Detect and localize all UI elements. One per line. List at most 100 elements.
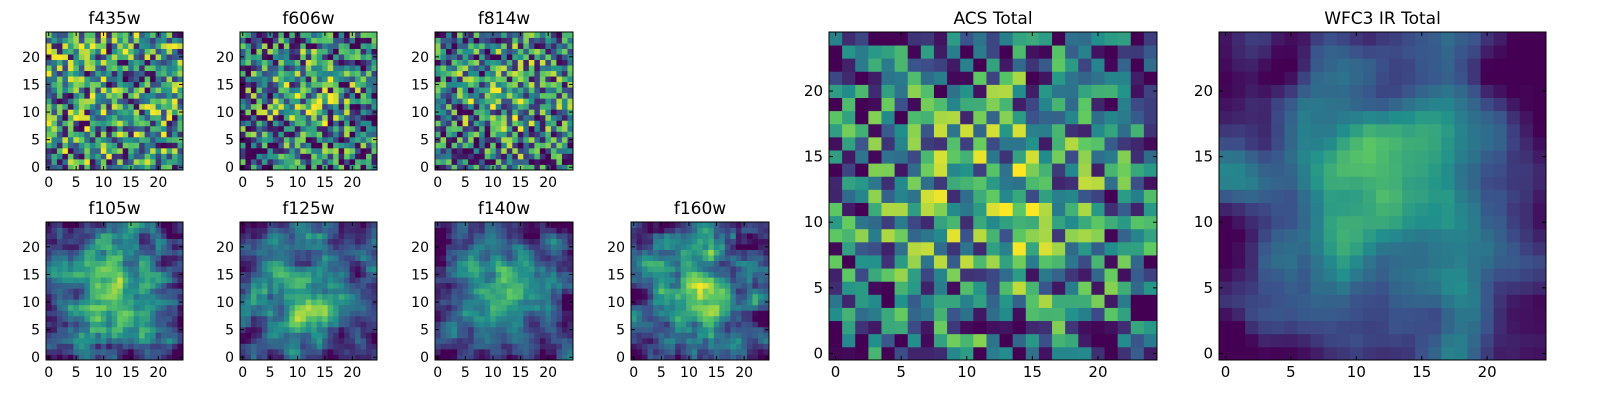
heatmap-cell	[457, 147, 463, 154]
heatmap-cell	[868, 241, 882, 256]
heatmap-cell	[435, 277, 441, 284]
heatmap-cell	[550, 326, 557, 333]
heatmap-cell	[155, 332, 162, 339]
heatmap-cell	[267, 153, 274, 160]
heatmap-cell	[730, 222, 737, 228]
heatmap-cell	[117, 326, 124, 333]
heatmap-cell	[371, 32, 378, 38]
heatmap-cell	[451, 164, 458, 171]
heatmap-cell	[462, 65, 469, 72]
heatmap-cell	[451, 158, 458, 165]
heatmap-cell	[495, 348, 502, 355]
heatmap-cell	[256, 48, 263, 55]
heatmap-cell	[1038, 294, 1053, 308]
heatmap-cell	[117, 92, 124, 99]
heatmap-cell	[451, 103, 458, 110]
heatmap-cell	[261, 282, 268, 289]
heatmap-cell	[311, 98, 318, 105]
axes-frame	[239, 221, 378, 361]
heatmap-cell	[177, 103, 184, 110]
heatmap-cell	[250, 293, 257, 300]
heatmap-cell	[46, 233, 52, 239]
heatmap-cell	[757, 249, 764, 256]
heatmap-cell	[829, 241, 843, 256]
heatmap-cell	[462, 271, 469, 278]
heatmap-cell	[468, 282, 475, 289]
heatmap-cell	[435, 337, 441, 344]
heatmap-cell	[294, 109, 301, 116]
heatmap-cell	[545, 260, 552, 267]
heatmap-cell	[349, 227, 356, 234]
heatmap-cell	[435, 98, 441, 105]
heatmap-cell	[680, 304, 687, 311]
heatmap-cell	[506, 337, 513, 344]
heatmap-cell	[327, 343, 334, 350]
heatmap-cell	[366, 299, 372, 306]
heatmap-cell	[636, 277, 643, 284]
heatmap-cell	[647, 271, 654, 278]
heatmap-cell	[322, 310, 329, 317]
heatmap-cell	[89, 43, 96, 49]
heatmap-cell	[708, 255, 715, 262]
heatmap-cell	[523, 54, 530, 60]
heatmap-cell	[338, 54, 345, 60]
heatmap-cell	[111, 277, 118, 284]
heatmap-cell	[506, 70, 513, 77]
heatmap-cell	[512, 92, 519, 99]
heatmap-cell	[67, 244, 74, 250]
heatmap-cell	[669, 326, 676, 333]
heatmap-cell	[451, 87, 458, 94]
heatmap-cell	[631, 233, 637, 239]
heatmap-cell	[240, 76, 246, 83]
heatmap-cell	[1091, 163, 1105, 177]
heatmap-cell	[305, 348, 312, 355]
heatmap-cell	[556, 48, 563, 55]
heatmap-cell	[894, 241, 909, 256]
heatmap-cell	[161, 326, 167, 333]
heatmap-cell	[128, 103, 135, 110]
heatmap-cell	[344, 343, 350, 350]
heatmap-cell	[746, 244, 753, 250]
x-tick-label: 5	[72, 365, 81, 381]
heatmap-cell	[567, 147, 574, 154]
heatmap-cell	[1025, 202, 1040, 217]
heatmap-cell	[631, 348, 637, 355]
heatmap-cell	[501, 288, 508, 295]
heatmap-cell	[686, 244, 693, 250]
heatmap-cell	[523, 103, 530, 110]
heatmap-cell	[371, 76, 378, 83]
heatmap-cell	[473, 288, 480, 295]
heatmap-cell	[881, 255, 895, 269]
heatmap-cell	[446, 147, 452, 154]
heatmap-cell	[702, 233, 709, 239]
heatmap-cell	[468, 76, 475, 83]
heatmap-cell	[133, 277, 140, 284]
heatmap-cell	[360, 70, 367, 77]
heatmap-cell	[267, 310, 274, 317]
heatmap-cell	[73, 125, 80, 132]
heatmap-cell	[567, 348, 574, 355]
heatmap-cell	[675, 282, 682, 289]
heatmap-cell	[658, 348, 665, 355]
heatmap-cell	[172, 43, 178, 49]
heatmap-cell	[435, 48, 441, 55]
heatmap-cell	[95, 332, 102, 339]
heatmap-cell	[999, 294, 1014, 308]
heatmap-cell	[360, 277, 367, 284]
heatmap-cell	[139, 326, 146, 333]
heatmap-cell	[550, 54, 557, 60]
heatmap-cell	[117, 271, 124, 278]
heatmap-cell	[457, 103, 463, 110]
heatmap-cell	[451, 37, 458, 44]
heatmap-cell	[757, 255, 764, 262]
heatmap-cell	[78, 32, 85, 38]
heatmap-cell	[56, 293, 63, 300]
heatmap-cell	[78, 103, 85, 110]
heatmap-cell	[267, 120, 274, 127]
heatmap-cell	[155, 293, 162, 300]
heatmap-cell	[111, 92, 118, 99]
heatmap-cell	[642, 282, 648, 289]
heatmap-cell	[349, 70, 356, 77]
heatmap-cell	[144, 343, 151, 350]
heatmap-cell	[89, 59, 96, 66]
